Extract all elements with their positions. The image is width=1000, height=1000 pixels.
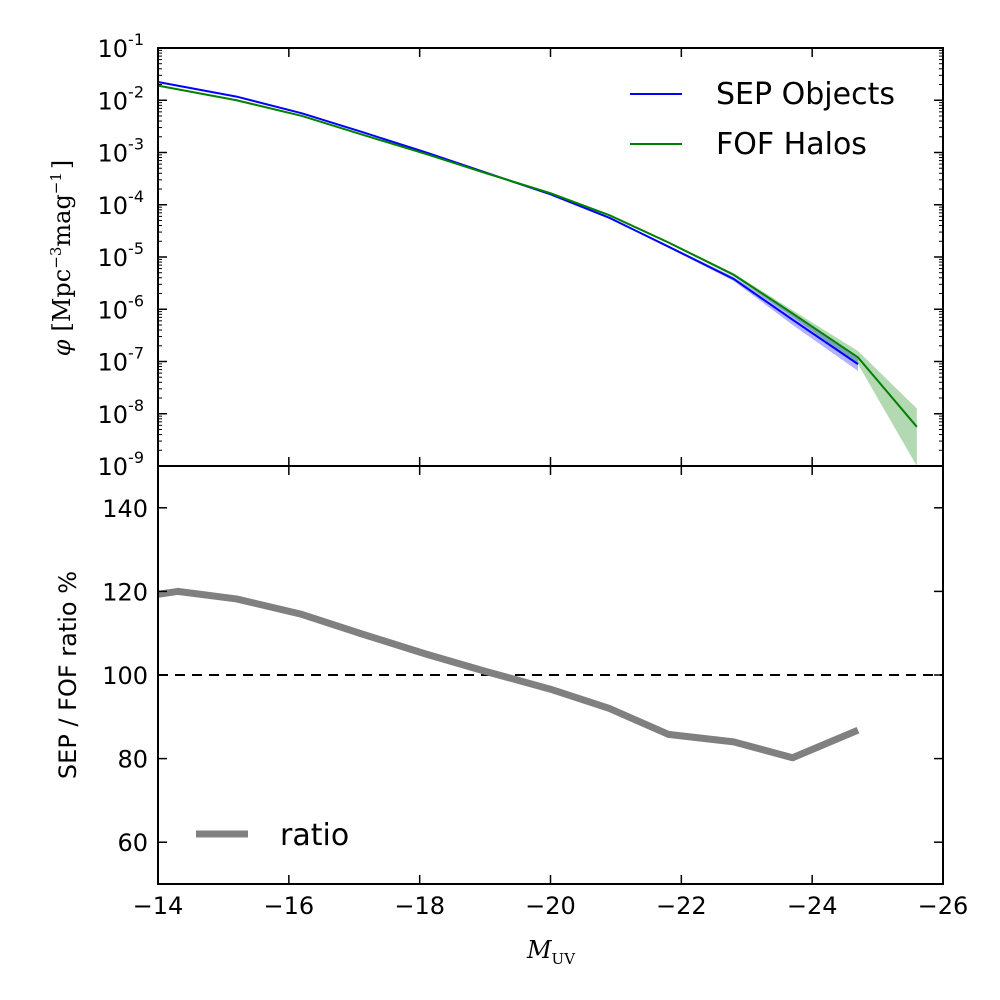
bottom-xtick-label: −24 <box>787 892 838 920</box>
legend-label-fof-halos: FOF Halos <box>716 127 867 162</box>
bottom-xtick-label: −26 <box>918 892 969 920</box>
bottom-axes-frame <box>157 465 944 885</box>
top-ytick-label: 10-6 <box>98 291 145 324</box>
top-ytick-label: 10-2 <box>98 82 145 115</box>
top-ytick-label: 10-5 <box>98 239 145 272</box>
ylabel-unit-exp2: −1 <box>47 172 65 194</box>
ylabel-unit-close: ] <box>48 160 76 169</box>
legend-label-sep-objects: SEP Objects <box>716 77 895 112</box>
bottom-xtick-labels: −14 −16 −18 −20 −22 −24 −26 <box>133 892 969 920</box>
bottom-ytick-label: 100 <box>102 662 148 690</box>
ylabel-unit-open: [Mpc <box>48 269 76 332</box>
ylabel-symbol: φ <box>48 339 76 356</box>
top-ytick-label: 10-9 <box>98 448 145 481</box>
xlabel: MUV <box>526 936 576 968</box>
bottom-ytick-label: 120 <box>102 578 148 606</box>
bottom-ytick-label: 140 <box>102 495 148 523</box>
bottom-xtick-label: −14 <box>133 892 184 920</box>
top-ytick-label: 10-8 <box>98 396 145 429</box>
xlabel-sub: UV <box>552 950 577 968</box>
bottom-ytick-label: 60 <box>117 829 148 857</box>
top-ytick-label: 10-1 <box>98 30 145 63</box>
top-series-lines <box>157 80 918 428</box>
line-fof-halos <box>157 84 918 428</box>
bottom-ytick-labels: 60 80 100 120 140 <box>102 495 148 857</box>
bottom-ytick-label: 80 <box>117 746 148 774</box>
bottom-ylabel: SEP / FOF ratio % <box>54 571 82 779</box>
top-ylabel: φ [Mpc−3mag−1] <box>47 160 76 357</box>
bottom-legend: ratio <box>196 818 349 853</box>
top-panel: 10-9 10-8 10-7 10-6 10-5 10-4 10-3 10-2 10-1 SEP… <box>47 30 944 481</box>
bottom-xtick-label: −22 <box>656 892 707 920</box>
top-ytick-label: 10-4 <box>98 187 145 220</box>
bottom-series-lines <box>157 587 860 762</box>
line-ratio <box>157 587 860 762</box>
bottom-xtick-label: −20 <box>525 892 576 920</box>
top-ytick-label: 10-3 <box>98 135 145 168</box>
top-ytick-labels: 10-9 10-8 10-7 10-6 10-5 10-4 10-3 10-2 10-1 <box>98 30 145 481</box>
bottom-xtick-label: −16 <box>264 892 315 920</box>
ylabel-unit-exp1: −3 <box>47 247 65 269</box>
bottom-xtick-label: −18 <box>394 892 445 920</box>
legend-label-ratio: ratio <box>280 818 349 853</box>
xlabel-main: M <box>526 936 553 964</box>
bottom-panel: 60 80 100 120 140 −14 −16 −18 −20 −22 −24 −26 rati… <box>54 465 969 968</box>
top-ytick-label: 10-7 <box>98 344 145 377</box>
top-legend: SEP Objects FOF Halos <box>630 77 895 162</box>
ylabel-unit-mid: mag <box>48 194 76 246</box>
